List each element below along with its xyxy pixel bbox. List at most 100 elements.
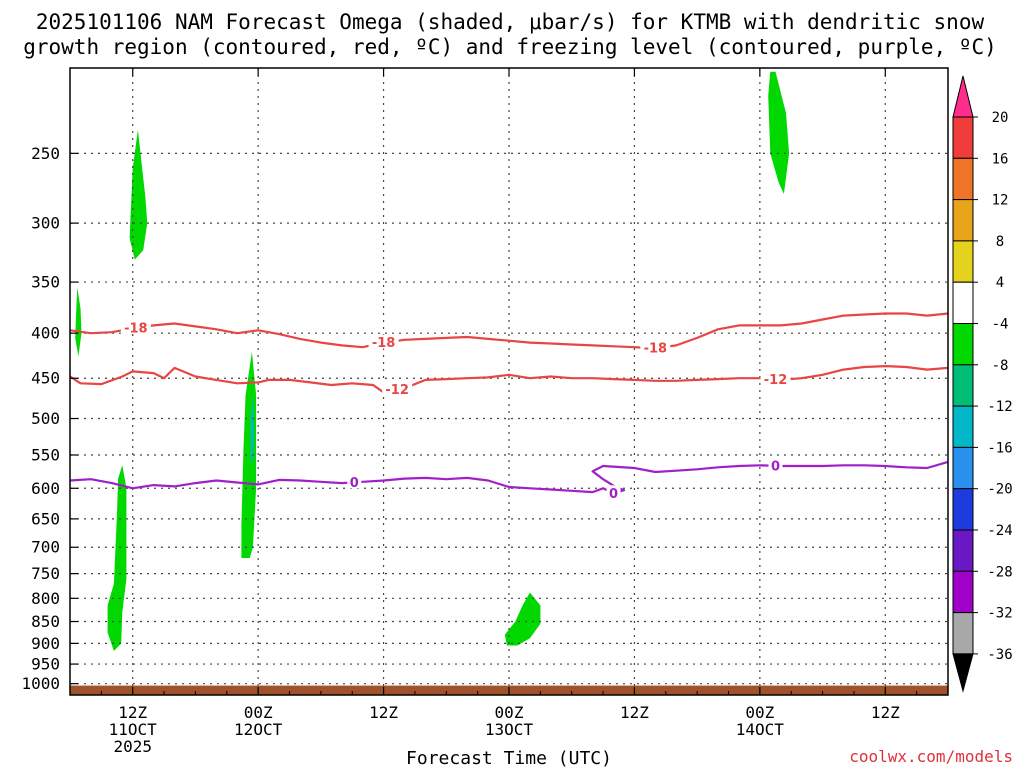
contour--18 — [69, 312, 949, 350]
watermark: coolwx.com/models — [849, 747, 1013, 766]
x-tick-label-12-3: 2025 — [113, 737, 152, 756]
colorbar-band-3 — [952, 199, 974, 242]
y-tick-label-250: 250 — [31, 144, 60, 163]
y-tick-label-1000: 1000 — [21, 674, 60, 693]
contour-label-bg — [768, 457, 783, 472]
contour-label-bg — [640, 340, 671, 355]
contour-label-bg — [760, 371, 791, 386]
colorbar-label-1: 16 — [992, 151, 1009, 167]
colorbar-bottom-arrow — [952, 653, 974, 693]
x-tick-label-24-2: 12OCT — [234, 720, 283, 739]
colorbar-band-12 — [952, 570, 974, 614]
x-tick-label-24-1: 00Z — [244, 703, 273, 722]
colorbar-label-7: -12 — [987, 399, 1012, 415]
contour-label-0-2: 0 — [606, 485, 621, 502]
colorbar-label-5: -4 — [992, 317, 1009, 333]
y-tick-label-450: 450 — [31, 369, 60, 388]
y-tick-label-500: 500 — [31, 409, 60, 428]
chart-title: 2025101106 NAM Forecast Omega (shaded, μ… — [23, 10, 997, 59]
contour-label--12-2: -12 — [760, 371, 791, 388]
y-tick-label-550: 550 — [31, 445, 60, 464]
colorbar-band-2 — [952, 157, 974, 201]
contour-label-text: -18 — [124, 321, 148, 336]
colorbar-band-1 — [952, 116, 974, 159]
contour-label-text: -18 — [372, 336, 396, 351]
colorbar-band-9 — [952, 446, 974, 490]
contour-label-bg — [382, 381, 413, 396]
x-tick-label-36-1: 12Z — [369, 703, 398, 722]
contour--12 — [69, 365, 949, 394]
colorbar-label-10: -24 — [987, 523, 1012, 539]
x-tick-label-84-1: 12Z — [871, 703, 900, 722]
omega-region-3 — [107, 465, 127, 651]
contour-label-text: 0 — [350, 476, 359, 491]
colorbar-top-arrow — [952, 75, 974, 118]
y-tick-label-600: 600 — [31, 479, 60, 498]
x-tick-label-48-2: 13OCT — [485, 720, 534, 739]
colorbar-label-0: 20 — [992, 110, 1009, 126]
contour-label-0-3: 0 — [768, 457, 783, 474]
colorbar-label-11: -28 — [987, 564, 1012, 580]
colorbar-label-12: -32 — [987, 606, 1012, 622]
y-tick-label-750: 750 — [31, 564, 60, 583]
y-tick-label-850: 850 — [31, 612, 60, 631]
y-tick-label-950: 950 — [31, 655, 60, 674]
x-tick-label-48-1: 00Z — [495, 703, 524, 722]
contour-label--18-1: -18 — [120, 319, 151, 336]
contour-label--12-1: -12 — [382, 381, 413, 398]
contour-lines: -18 -18 -18 -12 -12 0 0 0 — [69, 312, 949, 502]
colorbar-band-8 — [952, 405, 974, 448]
y-tick-label-800: 800 — [31, 589, 60, 608]
contour-label-text: -18 — [644, 342, 668, 357]
x-tick-label-72-1: 00Z — [745, 703, 774, 722]
omega-region-1 — [129, 129, 148, 260]
omega-colorbar: 20 16 12 8 4 -4 -8 -12 -16 -20 -24 -28 -32 -36 — [952, 75, 1013, 693]
omega-region-6 — [504, 592, 541, 646]
colorbar-band-4 — [952, 240, 974, 283]
y-tick-label-400: 400 — [31, 324, 60, 343]
colorbar-label-13: -36 — [987, 647, 1012, 663]
colorbar-band-13 — [952, 612, 974, 655]
x-tick-label-12-1: 12Z — [118, 703, 147, 722]
contour-label-0-1: 0 — [347, 474, 362, 491]
contour-label-text: 0 — [771, 459, 780, 474]
omega-region-2 — [75, 287, 82, 357]
y-tick-label-350: 350 — [31, 273, 60, 292]
x-tick-label-12-2: 11OCT — [109, 720, 158, 739]
contour-label-bg — [368, 334, 399, 349]
colorbar-label-4: 4 — [996, 275, 1004, 291]
gridlines — [70, 68, 948, 695]
title-line-1: 2025101106 NAM Forecast Omega (shaded, μ… — [36, 10, 985, 34]
colorbar-label-6: -8 — [992, 358, 1009, 374]
omega-region-7 — [768, 71, 790, 194]
colorbar-band-7 — [952, 364, 974, 407]
y-tick-label-700: 700 — [31, 538, 60, 557]
colorbar-band-5 — [952, 281, 974, 325]
contour-label--18-3: -18 — [640, 340, 671, 357]
contour-label-bg — [606, 485, 621, 500]
x-tick-label-60-1: 12Z — [620, 703, 649, 722]
colorbar-label-8: -16 — [987, 440, 1012, 456]
y-tick-label-650: 650 — [31, 509, 60, 528]
pressure-axis: 250 300 350 400 450 500 550 600 650 700 750 800 850 9… — [21, 144, 78, 693]
colorbar-band-6 — [952, 323, 974, 366]
colorbar-label-2: 12 — [992, 193, 1009, 209]
omega-region-5 — [250, 394, 254, 462]
y-tick-label-300: 300 — [31, 214, 60, 233]
x-tick-label-72-2: 14OCT — [736, 720, 785, 739]
colorbar-label-3: 8 — [996, 234, 1004, 250]
y-tick-label-900: 900 — [31, 634, 60, 653]
title-line-2: growth region (contoured, red, ºC) and f… — [23, 35, 997, 59]
contour-label-bg — [347, 474, 362, 489]
x-axis-title: Forecast Time (UTC) — [406, 748, 612, 768]
contour-label-text: 0 — [609, 487, 618, 502]
colorbar-band-10 — [952, 488, 974, 531]
contour-label-text: -12 — [385, 383, 409, 398]
contour-label-bg — [120, 319, 151, 334]
contour-label-text: -12 — [764, 373, 788, 388]
colorbar-band-11 — [952, 529, 974, 572]
colorbar-label-9: -20 — [987, 482, 1012, 498]
contour-label--18-2: -18 — [368, 334, 399, 351]
